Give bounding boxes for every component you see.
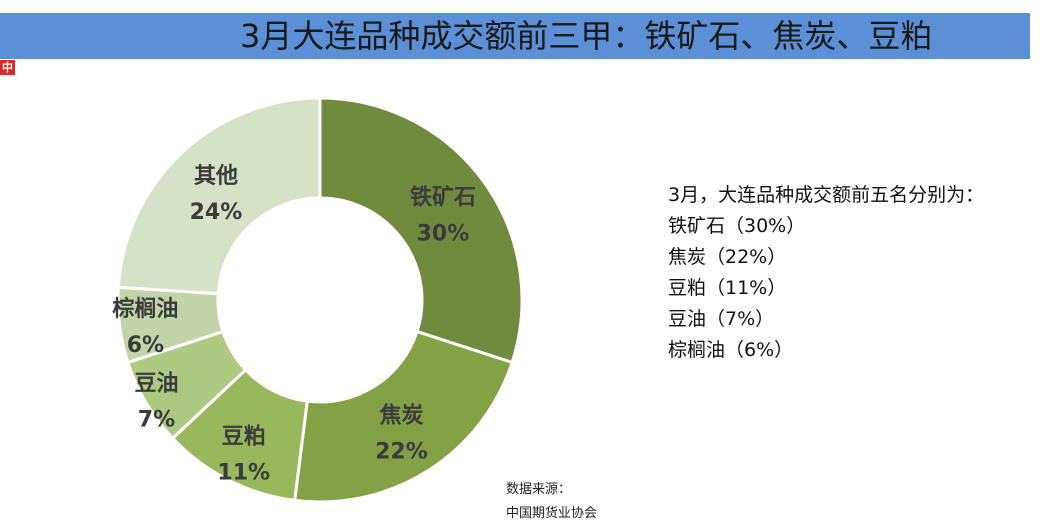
slice-iron-ore: [318, 96, 524, 365]
slice-label-soybean-oil: 豆油: [134, 372, 178, 397]
summary-line-coke: 焦炭（22%）: [668, 246, 787, 268]
summary-line-palm-oil: 棕榈油（6%）: [668, 339, 794, 361]
page-title: 3月大连品种成交额前三甲：铁矿石、焦炭、豆粕: [240, 17, 933, 55]
slice-value-other: 24%: [190, 200, 243, 225]
summary-line-soybean-oil: 豆油（7%）: [668, 308, 775, 330]
slice-value-iron-ore: 30%: [417, 222, 470, 247]
slice-label-iron-ore: 铁矿石: [410, 185, 476, 211]
slice-label-soybean-meal: 豆粕: [222, 424, 266, 450]
summary-line-iron-ore: 铁矿石（30%）: [668, 215, 806, 237]
summary-line-soybean-meal: 豆粕（11%）: [668, 277, 787, 299]
title-bar: 3月大连品种成交额前三甲：铁矿石、焦炭、豆粕: [0, 13, 1030, 59]
summary-panel: 3月，大连品种成交额前五名分别为： 铁矿石（30%） 焦炭（22%） 豆粕（11…: [668, 180, 984, 366]
data-source: 数据来源： 中国期货业协会: [506, 478, 597, 526]
slice-label-coke: 焦炭: [378, 402, 423, 428]
summary-heading: 3月，大连品种成交额前五名分别为：: [668, 184, 985, 206]
slice-value-coke: 22%: [375, 439, 428, 464]
slice-value-soybean-oil: 7%: [138, 408, 175, 433]
slice-label-palm-oil: 棕榈油: [112, 296, 178, 322]
source-org: 中国期货业协会: [506, 506, 598, 521]
donut-chart: 铁矿石 30% 焦炭 22% 豆粕 11% 豆油 7% 棕榈油 6% 其他 24%: [112, 96, 524, 504]
slice-value-soybean-meal: 11%: [217, 461, 270, 486]
slice-label-other: 其他: [194, 164, 238, 189]
slice-coke: [293, 329, 515, 504]
logo-icon: 中: [0, 60, 15, 75]
source-label: 数据来源：: [506, 482, 572, 497]
slice-other: [116, 96, 322, 296]
slice-value-palm-oil: 6%: [127, 333, 164, 358]
